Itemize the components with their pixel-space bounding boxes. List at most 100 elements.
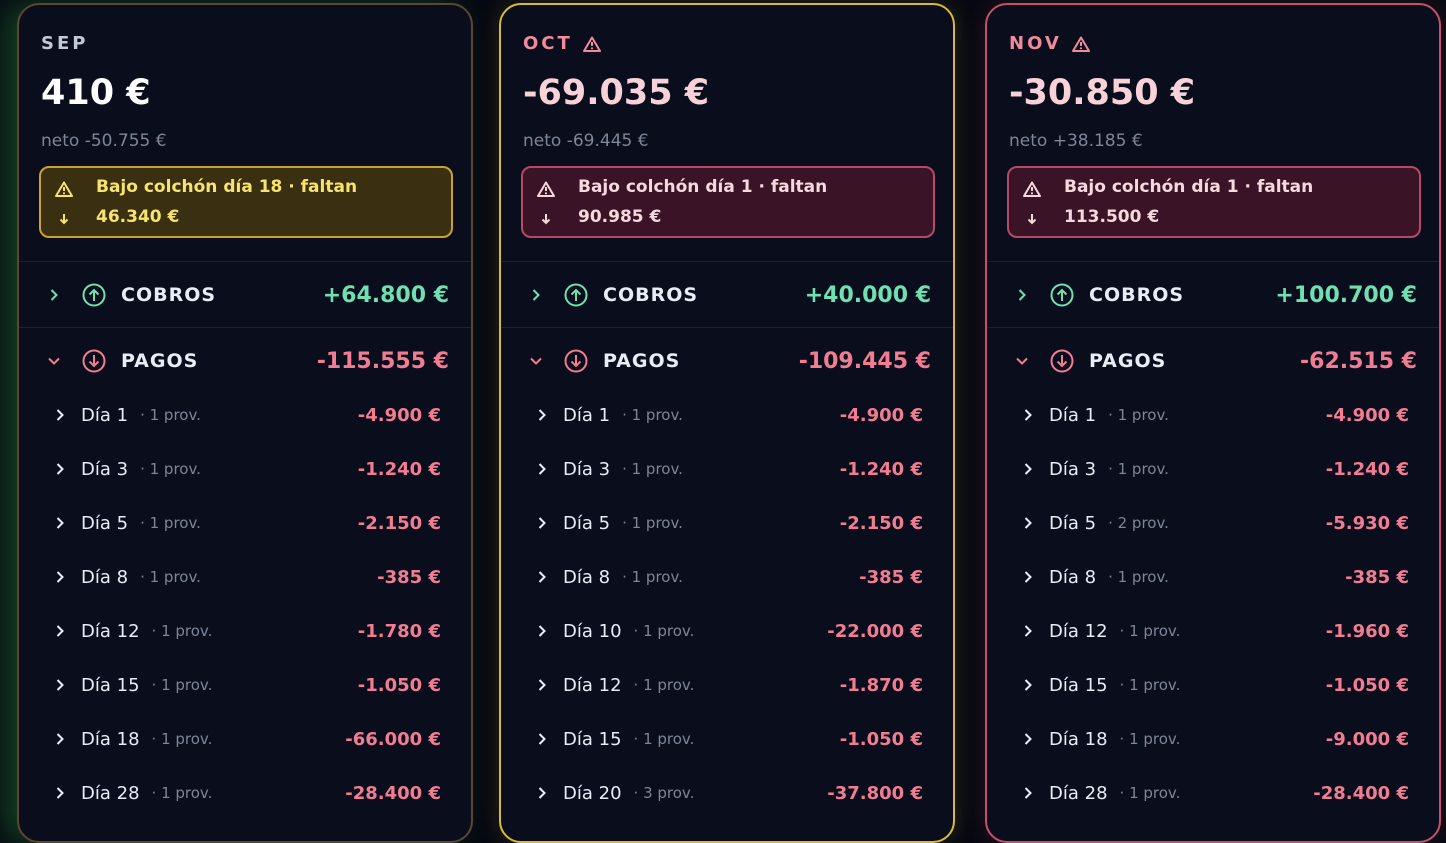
chevron-icon — [56, 571, 64, 583]
day-label: Día 15 — [563, 728, 622, 750]
provider-count: · 1 prov. — [1108, 568, 1169, 586]
pagos-row[interactable]: PAGOS -109.445 € — [501, 341, 953, 381]
day-row[interactable]: Día 15 · 1 prov. -1.050 € — [19, 670, 471, 700]
day-amount: -1.870 € — [839, 674, 923, 696]
provider-count: · 1 prov. — [151, 784, 213, 802]
provider-count: · 1 prov. — [1119, 622, 1181, 640]
day-amount: -28.400 € — [1313, 782, 1409, 804]
day-row[interactable]: Día 8 · 1 prov. -385 € — [987, 562, 1439, 592]
provider-count: · 1 prov. — [622, 460, 683, 478]
pagos-label: PAGOS — [121, 350, 199, 372]
alert-amount: 113.500 € — [1064, 207, 1160, 227]
day-row[interactable]: Día 10 · 1 prov. -22.000 € — [501, 616, 953, 646]
month-card: SEP 410 € neto -50.755 € Bajo colchón día 1… — [17, 3, 473, 843]
pagos-row[interactable]: PAGOS -62.515 € — [987, 341, 1439, 381]
day-row[interactable]: Día 12 · 1 prov. -1.780 € — [19, 616, 471, 646]
day-row[interactable]: Día 5 · 1 prov. -2.150 € — [501, 508, 953, 538]
divider — [501, 327, 953, 328]
provider-count: · 1 prov. — [1119, 730, 1181, 748]
cobros-row[interactable]: COBROS +40.000 € — [501, 275, 953, 315]
day-row[interactable]: Día 18 · 1 prov. -9.000 € — [987, 724, 1439, 754]
day-row[interactable]: Día 12 · 1 prov. -1.960 € — [987, 616, 1439, 646]
day-label: Día 5 — [563, 512, 611, 534]
pagos-row[interactable]: PAGOS -115.555 € — [19, 341, 471, 381]
month-name: OCT — [523, 33, 573, 54]
provider-count: · 1 prov. — [1119, 676, 1181, 694]
day-row[interactable]: Día 15 · 1 prov. -1.050 € — [987, 670, 1439, 700]
chevron-icon — [1024, 733, 1032, 745]
day-amount: -385 € — [859, 566, 923, 588]
day-row[interactable]: Día 8 · 1 prov. -385 € — [19, 562, 471, 592]
cobros-row[interactable]: COBROS +64.800 € — [19, 275, 471, 315]
day-row[interactable]: Día 8 · 1 prov. -385 € — [501, 562, 953, 592]
chevron-icon — [538, 625, 546, 637]
chevron-icon — [1024, 517, 1032, 529]
net-change: neto +38.185 € — [1009, 131, 1143, 151]
pagos-label: PAGOS — [603, 350, 681, 372]
day-row[interactable]: Día 1 · 1 prov. -4.900 € — [501, 400, 953, 430]
day-row[interactable]: Día 18 · 1 prov. -66.000 € — [19, 724, 471, 754]
provider-count: · 1 prov. — [1108, 460, 1169, 478]
day-row[interactable]: Día 12 · 1 prov. -1.870 € — [501, 670, 953, 700]
income-icon — [564, 283, 588, 307]
warning-icon — [1071, 36, 1090, 52]
provider-count: · 1 prov. — [151, 622, 213, 640]
day-label: Día 18 — [1049, 728, 1108, 750]
day-label: Día 5 — [81, 512, 129, 534]
net-change: neto -50.755 € — [41, 131, 167, 151]
day-row[interactable]: Día 1 · 1 prov. -4.900 € — [19, 400, 471, 430]
arrow-down-icon — [1027, 214, 1037, 225]
provider-count: · 1 prov. — [633, 730, 695, 748]
day-amount: -1.050 € — [1325, 674, 1409, 696]
day-label: Día 12 — [1049, 620, 1108, 642]
day-amount: -385 € — [1345, 566, 1409, 588]
month-header: SEP — [41, 33, 88, 54]
chevron-icon — [538, 733, 546, 745]
day-label: Día 20 — [563, 782, 622, 804]
balance: 410 € — [41, 73, 151, 113]
day-amount: -5.930 € — [1325, 512, 1409, 534]
day-row[interactable]: Día 15 · 1 prov. -1.050 € — [501, 724, 953, 754]
month-header: NOV — [1009, 33, 1090, 54]
cushion-alert: Bajo colchón día 1 · faltan 90.985 € — [521, 166, 935, 238]
chevron-icon — [1024, 463, 1032, 475]
day-amount: -66.000 € — [345, 728, 441, 750]
day-amount: -28.400 € — [345, 782, 441, 804]
pagos-label: PAGOS — [1089, 350, 1167, 372]
cushion-alert: Bajo colchón día 1 · faltan 113.500 € — [1007, 166, 1421, 238]
provider-count: · 1 prov. — [1119, 784, 1181, 802]
cobros-row[interactable]: COBROS +100.700 € — [987, 275, 1439, 315]
day-label: Día 28 — [81, 782, 140, 804]
day-row[interactable]: Día 3 · 1 prov. -1.240 € — [501, 454, 953, 484]
arrow-down-icon — [541, 214, 551, 225]
provider-count: · 1 prov. — [633, 676, 695, 694]
month-card: OCT -69.035 € neto -69.445 € Bajo colchón d… — [499, 3, 955, 843]
chevron-icon — [1024, 787, 1032, 799]
day-label: Día 8 — [1049, 566, 1097, 588]
day-row[interactable]: Día 5 · 1 prov. -2.150 € — [19, 508, 471, 538]
day-row[interactable]: Día 5 · 2 prov. -5.930 € — [987, 508, 1439, 538]
cushion-alert: Bajo colchón día 18 · faltan 46.340 € — [39, 166, 453, 238]
net-change: neto -69.445 € — [523, 131, 649, 151]
chevron-icon — [530, 357, 542, 365]
day-amount: -1.050 € — [357, 674, 441, 696]
provider-count: · 1 prov. — [151, 676, 213, 694]
day-row[interactable]: Día 1 · 1 prov. -4.900 € — [987, 400, 1439, 430]
payment-icon — [564, 349, 588, 373]
provider-count: · 2 prov. — [1108, 514, 1169, 532]
day-amount: -9.000 € — [1325, 728, 1409, 750]
day-label: Día 18 — [81, 728, 140, 750]
day-row[interactable]: Día 28 · 1 prov. -28.400 € — [19, 778, 471, 808]
day-row[interactable]: Día 3 · 1 prov. -1.240 € — [19, 454, 471, 484]
day-row[interactable]: Día 3 · 1 prov. -1.240 € — [987, 454, 1439, 484]
chevron-icon — [56, 733, 64, 745]
day-label: Día 3 — [1049, 458, 1097, 480]
alert-amount: 46.340 € — [96, 207, 180, 227]
day-label: Día 15 — [1049, 674, 1108, 696]
day-row[interactable]: Día 28 · 1 prov. -28.400 € — [987, 778, 1439, 808]
day-amount: -2.150 € — [839, 512, 923, 534]
cobros-amount: +100.700 € — [1275, 282, 1417, 308]
day-label: Día 3 — [563, 458, 611, 480]
day-row[interactable]: Día 20 · 3 prov. -37.800 € — [501, 778, 953, 808]
alert-amount: 90.985 € — [578, 207, 662, 227]
